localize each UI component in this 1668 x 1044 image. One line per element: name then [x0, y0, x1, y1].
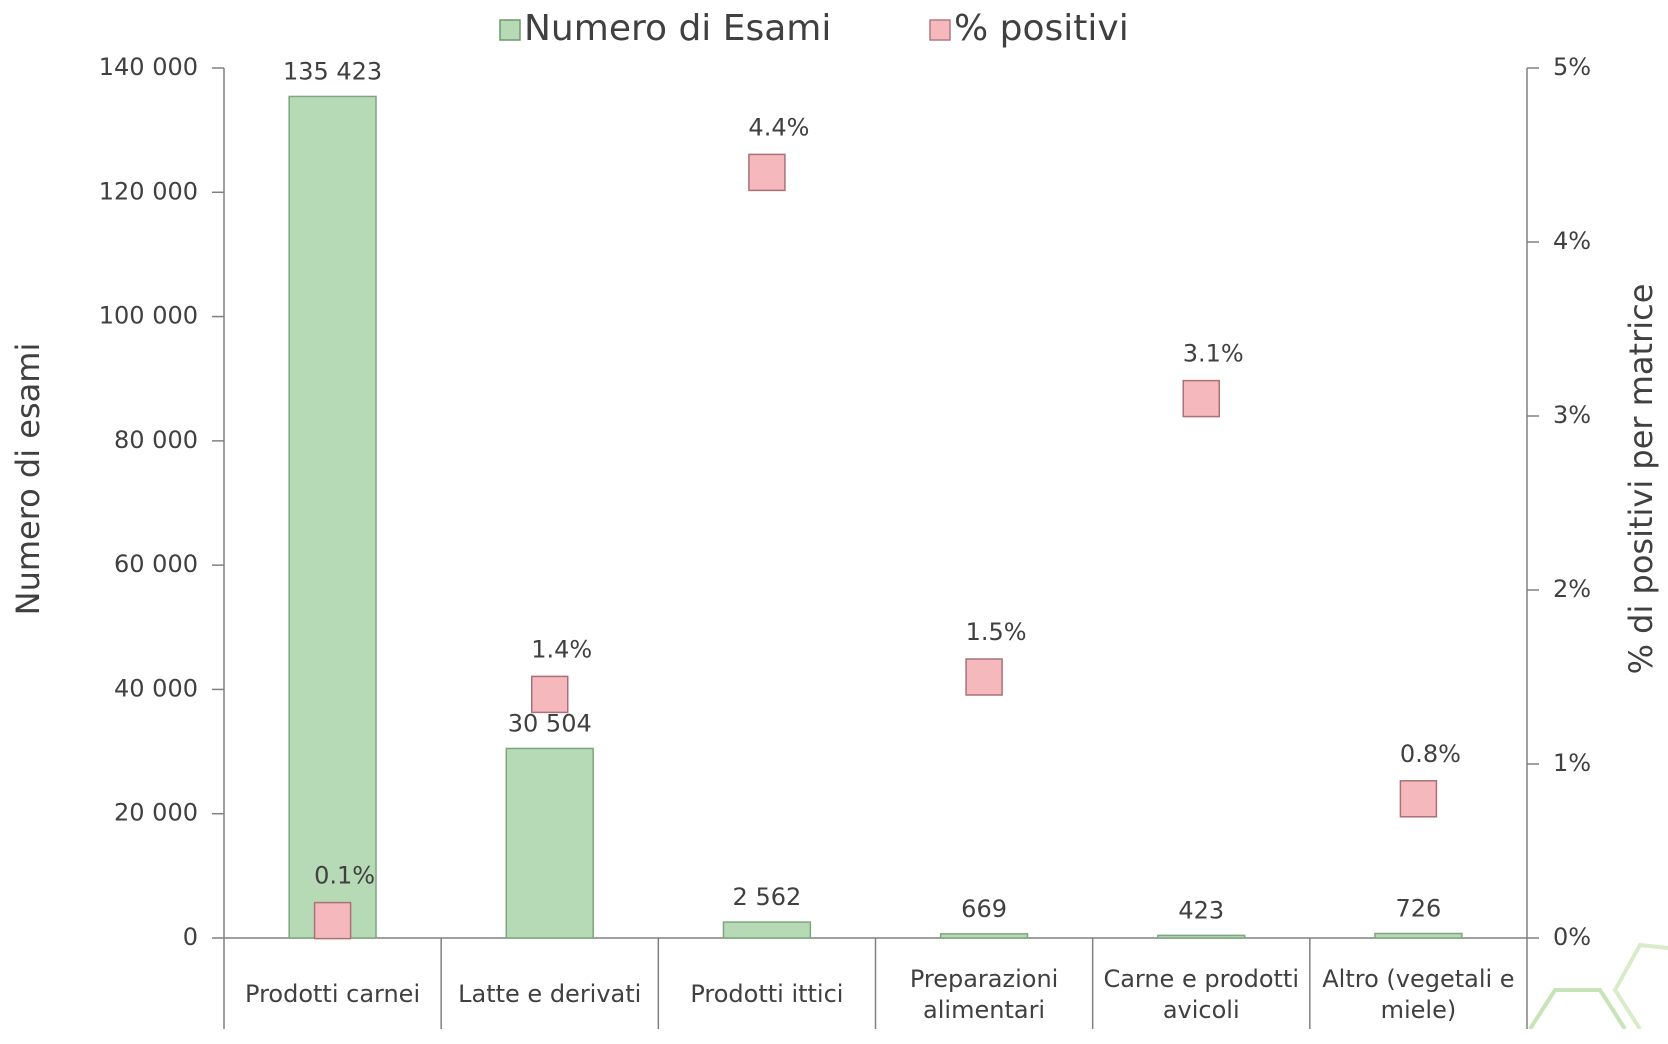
- legend-label: % positivi: [954, 8, 1129, 49]
- y2-tick-label: 0%: [1553, 923, 1591, 951]
- bar-value-label: 669: [961, 895, 1007, 923]
- bar: [288, 95, 377, 939]
- marker-value-label: 0.8%: [1400, 740, 1461, 768]
- decoration: [1528, 988, 1627, 1029]
- y-tick-label: 60 000: [114, 550, 198, 578]
- y2-axis-title: % di positivi per matrice: [1622, 284, 1660, 675]
- bar-value-label: 2 562: [733, 883, 802, 911]
- y-tick-label: 80 000: [114, 426, 198, 454]
- marker: [1182, 379, 1220, 418]
- y-axis-title: Numero di esami: [9, 343, 47, 616]
- marker-value-label: 1.5%: [966, 618, 1027, 646]
- marker-value-label: 0.1%: [314, 862, 375, 890]
- bar: [505, 747, 594, 939]
- decoration: [1612, 942, 1668, 1029]
- bar-value-label: 135 423: [283, 57, 382, 85]
- y-tick-label: 100 000: [99, 302, 198, 330]
- marker: [1399, 780, 1438, 818]
- y2-tick-label: 3%: [1553, 401, 1591, 429]
- bar: [722, 921, 812, 939]
- y2-tick-label: 1%: [1553, 749, 1591, 777]
- legend-swatch: [499, 19, 521, 41]
- marker-value-label: 4.4%: [748, 113, 809, 141]
- bar: [939, 933, 1029, 939]
- x-tick-label: Altro (vegetali e miele): [1322, 964, 1515, 1024]
- marker-value-label: 1.4%: [531, 635, 592, 663]
- x-tick-label: Prodotti carnei: [245, 980, 421, 1009]
- y2-tick-label: 4%: [1553, 227, 1591, 255]
- y-tick-label: 0: [183, 923, 198, 951]
- bar-value-label: 726: [1396, 894, 1442, 922]
- y-tick-label: 120 000: [99, 177, 198, 205]
- y-tick-label: 140 000: [99, 53, 198, 81]
- marker: [531, 675, 569, 714]
- y-tick-label: 20 000: [114, 799, 198, 827]
- marker: [748, 153, 786, 192]
- x-tick-label: Prodotti ittici: [690, 980, 844, 1009]
- x-tick-label: Latte e derivati: [458, 980, 642, 1009]
- marker: [965, 658, 1003, 696]
- bar: [1157, 934, 1246, 939]
- y-tick-label: 40 000: [114, 674, 198, 702]
- y2-tick-label: 2%: [1553, 575, 1591, 603]
- marker-value-label: 3.1%: [1183, 340, 1244, 368]
- marker: [313, 901, 352, 940]
- x-tick-label: Preparazioni alimentari: [909, 964, 1059, 1024]
- bar-value-label: 30 504: [508, 709, 592, 737]
- x-tick-label: Carne e prodotti avicoli: [1103, 964, 1300, 1024]
- legend-swatch: [929, 19, 951, 41]
- bar-value-label: 423: [1178, 896, 1224, 924]
- bar: [1374, 932, 1463, 939]
- y2-tick-label: 5%: [1553, 53, 1591, 81]
- legend-label: Numero di Esami: [524, 8, 831, 49]
